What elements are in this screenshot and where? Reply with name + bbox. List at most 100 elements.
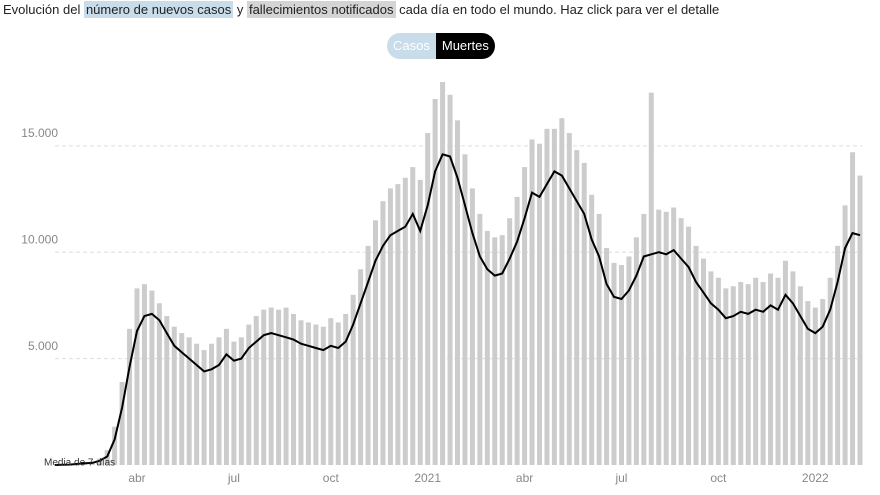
x-tick-label: abr (516, 471, 533, 485)
bar (790, 271, 796, 465)
bar (253, 316, 259, 465)
bar (164, 316, 170, 465)
bar (507, 218, 513, 465)
bar (797, 286, 803, 465)
bar (223, 328, 229, 465)
bar (194, 343, 200, 465)
bar (343, 313, 349, 465)
bar (850, 152, 856, 465)
bar (611, 262, 617, 465)
toggle: Casos Muertes (387, 33, 495, 59)
bar (350, 294, 356, 465)
bar (596, 213, 602, 465)
bar (171, 326, 177, 465)
bar (730, 286, 736, 465)
bar (536, 143, 542, 465)
cases-button[interactable]: Casos (387, 33, 436, 59)
bar (246, 324, 252, 465)
bar (283, 307, 289, 465)
bar (305, 322, 311, 465)
bar (440, 82, 446, 465)
bar (141, 284, 147, 465)
bar (641, 213, 647, 465)
line-label: Media de 7 días (44, 458, 115, 469)
bar (477, 213, 483, 465)
bar (499, 235, 505, 465)
bar (112, 426, 118, 465)
x-tick-label: 2022 (802, 471, 829, 485)
bar (380, 201, 386, 465)
bar (805, 301, 811, 465)
bar (238, 337, 244, 465)
bar (97, 458, 103, 465)
bar (425, 133, 431, 466)
bar (663, 211, 669, 465)
bar (551, 128, 557, 466)
header-text: y (236, 2, 244, 17)
bar (402, 177, 408, 465)
bar (820, 299, 826, 465)
bar (842, 205, 848, 465)
bar (432, 99, 438, 466)
bar (268, 307, 274, 465)
bar (753, 277, 759, 465)
bar (656, 209, 662, 465)
bar (410, 167, 416, 465)
bar (715, 277, 721, 465)
bar (708, 271, 714, 465)
bar (469, 188, 475, 465)
bar (119, 382, 125, 465)
bar (618, 264, 624, 465)
x-tick-label: jul (614, 471, 627, 485)
bar (559, 118, 565, 465)
bar (201, 350, 207, 465)
y-tick-label: 15.000 (21, 126, 58, 140)
x-tick-label: oct (710, 471, 727, 485)
bar (156, 303, 162, 465)
bar (276, 309, 282, 465)
y-tick-label: 5.000 (28, 339, 58, 353)
bar (179, 333, 185, 465)
bar (320, 326, 326, 465)
bar (574, 150, 580, 466)
bar (261, 309, 267, 465)
bar (462, 154, 468, 465)
bar (633, 237, 639, 465)
bar (566, 133, 572, 466)
bar (365, 245, 371, 465)
header: Evolución del número de nuevos casos y f… (3, 1, 720, 18)
bar (768, 273, 774, 465)
x-tick-label: oct (323, 471, 340, 485)
bar (395, 184, 401, 465)
bar (723, 288, 729, 465)
deaths-link[interactable]: fallecimientos notificados (246, 1, 396, 18)
bar (581, 162, 587, 465)
x-tick-label: abr (128, 471, 145, 485)
bar (529, 139, 535, 465)
deaths-button[interactable]: Muertes (435, 33, 495, 59)
bar (738, 282, 744, 465)
bar (186, 337, 192, 465)
bar (686, 226, 692, 465)
x-tick-label: 2021 (414, 471, 441, 485)
bar (782, 260, 788, 465)
x-tick-label: jul (227, 471, 240, 485)
bar (134, 288, 140, 465)
bar (328, 318, 334, 465)
bar (514, 196, 520, 465)
bar (417, 179, 423, 465)
bar (812, 307, 818, 465)
bar (298, 320, 304, 465)
bar (149, 290, 155, 465)
bar (857, 175, 863, 465)
bar (700, 258, 706, 465)
bar (522, 167, 528, 465)
cases-link[interactable]: número de nuevos casos (83, 1, 234, 18)
header-text: Evolución del (3, 2, 81, 17)
bar (335, 322, 341, 465)
bar (604, 247, 610, 465)
header-text: cada día en todo el mundo. Haz click par… (399, 2, 720, 17)
bar (671, 207, 677, 466)
